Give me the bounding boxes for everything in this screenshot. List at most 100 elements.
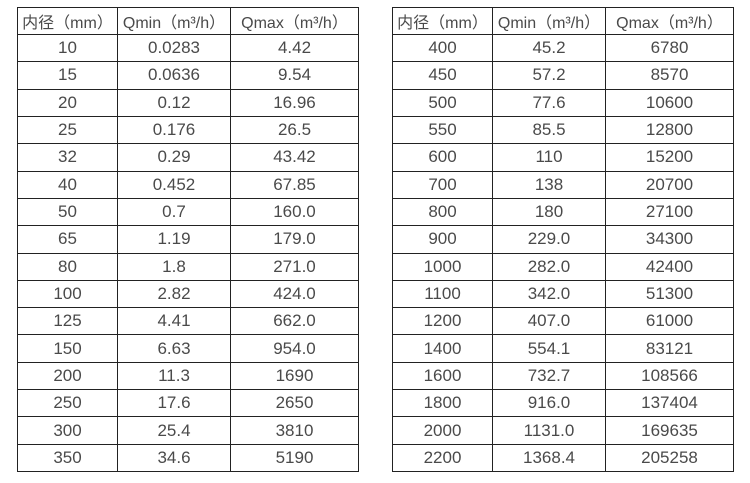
table-row: 32 0.29 43.42 <box>17 143 359 172</box>
table-row: 80 1.8 271.0 <box>17 252 359 281</box>
table-cell: 15200 <box>605 143 734 172</box>
column-header: 内径（mm） <box>17 7 118 35</box>
table-cell: 1.8 <box>117 252 231 281</box>
table-cell: 20700 <box>605 170 734 199</box>
table-row: 1600 732.7 108566 <box>392 361 734 391</box>
table-cell: 0.176 <box>117 115 231 145</box>
table-cell: 16.96 <box>230 88 359 117</box>
table-cell: 282.0 <box>492 252 606 281</box>
table-cell: 6.63 <box>117 334 231 363</box>
table-cell: 1368.4 <box>492 443 606 473</box>
table-cell: 4.41 <box>117 307 231 336</box>
table-cell: 1.19 <box>117 225 231 254</box>
table-cell: 34.6 <box>117 443 231 473</box>
table-row: 2000 1131.0 169635 <box>392 416 734 445</box>
table-row: 40 0.452 67.85 <box>17 170 359 199</box>
table-cell: 0.0283 <box>117 33 231 63</box>
table-cell: 80 <box>17 252 118 281</box>
table-cell: 179.0 <box>230 225 359 254</box>
table-row: 450 57.2 8570 <box>392 61 734 90</box>
table-cell: 4.42 <box>230 33 359 63</box>
table-cell: 85.5 <box>492 115 606 145</box>
table-cell: 137404 <box>605 389 734 418</box>
table-cell: 34300 <box>605 225 734 254</box>
table-row: 300 25.4 3810 <box>17 416 359 445</box>
table-cell: 662.0 <box>230 307 359 336</box>
table-cell: 160.0 <box>230 197 359 227</box>
table-cell: 300 <box>17 416 118 445</box>
table-cell: 1131.0 <box>492 416 606 445</box>
table-cell: 700 <box>392 170 493 199</box>
table-cell: 342.0 <box>492 279 606 309</box>
table-cell: 1100 <box>392 279 493 309</box>
table-cell: 554.1 <box>492 334 606 363</box>
table-cell: 77.6 <box>492 88 606 117</box>
table-cell: 1000 <box>392 252 493 281</box>
table-cell: 200 <box>17 361 118 391</box>
table-cell: 0.29 <box>117 143 231 172</box>
table-cell: 138 <box>492 170 606 199</box>
table-cell: 25 <box>17 115 118 145</box>
table-cell: 8570 <box>605 61 734 90</box>
table-cell: 65 <box>17 225 118 254</box>
table-cell: 9.54 <box>230 61 359 90</box>
table-row: 200 11.3 1690 <box>17 361 359 391</box>
table-cell: 17.6 <box>117 389 231 418</box>
table-cell: 150 <box>17 334 118 363</box>
table-cell: 400 <box>392 33 493 63</box>
table-header-row: 内径（mm） Qmin（m³/h） Qmax（m³/h） <box>392 7 734 35</box>
table-cell: 1800 <box>392 389 493 418</box>
table-cell: 2000 <box>392 416 493 445</box>
table-row: 1800 916.0 137404 <box>392 389 734 418</box>
table-row: 900 229.0 34300 <box>392 225 734 254</box>
table-cell: 600 <box>392 143 493 172</box>
table-cell: 20 <box>17 88 118 117</box>
table-cell: 424.0 <box>230 279 359 309</box>
table-row: 1200 407.0 61000 <box>392 307 734 336</box>
table-cell: 10 <box>17 33 118 63</box>
column-header: Qmax（m³/h） <box>605 7 734 35</box>
table-cell: 11.3 <box>117 361 231 391</box>
table-cell: 25.4 <box>117 416 231 445</box>
table-cell: 450 <box>392 61 493 90</box>
table-cell: 0.0636 <box>117 61 231 90</box>
table-cell: 407.0 <box>492 307 606 336</box>
table-cell: 5190 <box>230 443 359 473</box>
table-cell: 26.5 <box>230 115 359 145</box>
table-cell: 800 <box>392 197 493 227</box>
table-row: 1000 282.0 42400 <box>392 252 734 281</box>
table-cell: 271.0 <box>230 252 359 281</box>
table-cell: 205258 <box>605 443 734 473</box>
table-cell: 27100 <box>605 197 734 227</box>
table-cell: 67.85 <box>230 170 359 199</box>
table-cell: 83121 <box>605 334 734 363</box>
table-cell: 15 <box>17 61 118 90</box>
column-header: Qmin（m³/h） <box>117 7 231 35</box>
table-cell: 1200 <box>392 307 493 336</box>
table-cell: 732.7 <box>492 361 606 391</box>
table-row: 500 77.6 10600 <box>392 88 734 117</box>
table-cell: 0.7 <box>117 197 231 227</box>
table-cell: 0.12 <box>117 88 231 117</box>
table-row: 125 4.41 662.0 <box>17 307 359 336</box>
table-cell: 0.452 <box>117 170 231 199</box>
table-cell: 2.82 <box>117 279 231 309</box>
table-cell: 10600 <box>605 88 734 117</box>
flow-spec-table-small-diameters: 内径（mm） Qmin（m³/h） Qmax（m³/h） 10 0.0283 4.42 15… <box>17 7 359 473</box>
table-cell: 1600 <box>392 361 493 391</box>
table-row: 150 6.63 954.0 <box>17 334 359 363</box>
table-cell: 1400 <box>392 334 493 363</box>
table-cell: 42400 <box>605 252 734 281</box>
table-row: 15 0.0636 9.54 <box>17 61 359 90</box>
table-row: 50 0.7 160.0 <box>17 197 359 227</box>
table-row: 25 0.176 26.5 <box>17 115 359 145</box>
table-cell: 100 <box>17 279 118 309</box>
table-row: 550 85.5 12800 <box>392 115 734 145</box>
table-cell: 43.42 <box>230 143 359 172</box>
table-row: 2200 1368.4 205258 <box>392 443 734 473</box>
table-cell: 51300 <box>605 279 734 309</box>
table-cell: 50 <box>17 197 118 227</box>
table-row: 1100 342.0 51300 <box>392 279 734 309</box>
table-cell: 916.0 <box>492 389 606 418</box>
